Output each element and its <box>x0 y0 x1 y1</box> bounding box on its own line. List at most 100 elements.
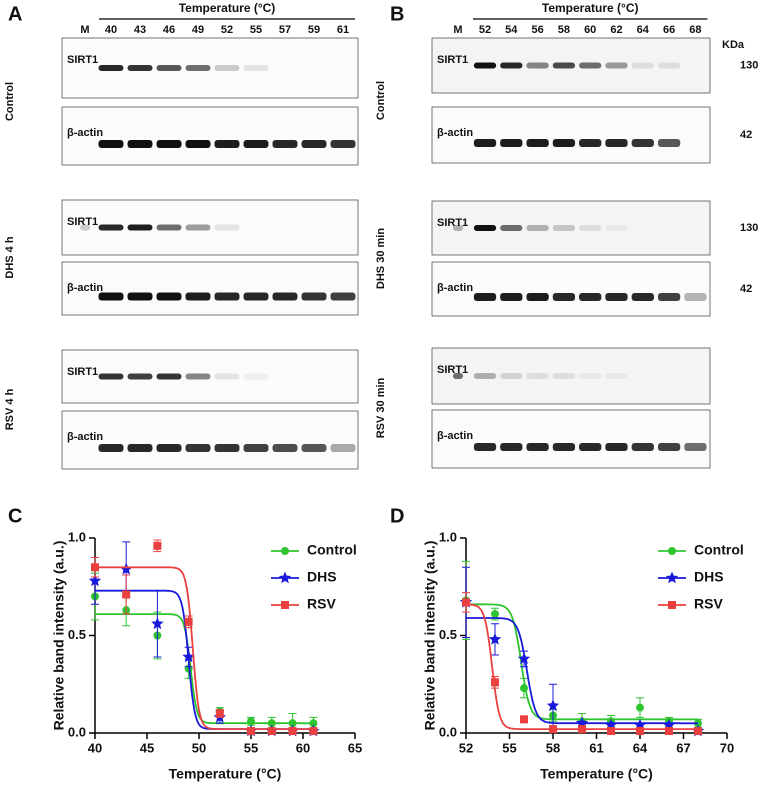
point <box>182 650 195 663</box>
band <box>127 65 153 71</box>
lane-label: 61 <box>337 24 349 36</box>
band <box>301 140 327 148</box>
band <box>657 443 681 451</box>
x-tick-label: 55 <box>502 740 516 755</box>
lane-label: 64 <box>637 24 650 36</box>
lane-label: 46 <box>163 24 175 36</box>
band <box>98 444 124 452</box>
legend-marker <box>281 547 289 555</box>
panel-letter: B <box>390 3 404 25</box>
band <box>526 293 549 301</box>
point <box>267 719 276 728</box>
band <box>98 224 124 231</box>
band <box>579 443 602 451</box>
group-label: DHS 30 min <box>375 228 387 289</box>
band <box>185 292 211 301</box>
x-axis-label: Temperature (°C) <box>540 766 653 782</box>
legend-label: Control <box>694 542 744 558</box>
band <box>98 140 124 148</box>
panel-letter: C <box>8 505 22 527</box>
legend-label: DHS <box>307 569 337 585</box>
band <box>605 139 628 147</box>
band <box>243 292 269 301</box>
point <box>665 727 673 736</box>
band <box>98 65 124 71</box>
point <box>215 709 224 718</box>
band <box>579 373 602 379</box>
lane-label: 52 <box>479 24 491 36</box>
band <box>243 444 269 452</box>
mw-marker: 42 <box>740 283 752 295</box>
band <box>156 140 182 148</box>
point <box>607 727 615 736</box>
band <box>605 293 628 301</box>
band <box>214 373 240 380</box>
point <box>520 715 528 724</box>
point <box>546 699 560 711</box>
band <box>500 225 523 231</box>
point <box>309 727 318 736</box>
group-label: RSV 4 h <box>4 388 16 430</box>
legend-marker <box>665 571 679 584</box>
point <box>120 562 133 575</box>
x-axis-label: Temperature (°C) <box>169 766 282 782</box>
band <box>185 224 211 231</box>
x-tick-label: 61 <box>589 740 603 755</box>
panel-letter: A <box>8 3 22 25</box>
point <box>694 727 702 736</box>
band <box>526 225 549 231</box>
band <box>185 373 211 380</box>
point <box>247 727 255 736</box>
band <box>156 65 182 71</box>
point <box>517 652 531 665</box>
band <box>579 293 602 301</box>
row-label: SIRT1 <box>437 54 468 66</box>
point <box>488 632 502 645</box>
x-tick-label: 65 <box>348 740 362 755</box>
band <box>579 139 602 147</box>
group-label: DHS 4 h <box>4 236 16 278</box>
group-label: Control <box>375 81 387 120</box>
band <box>156 292 182 301</box>
lane-label: 68 <box>689 24 701 36</box>
x-tick-label: 40 <box>88 740 102 755</box>
y-axis-label: Relative band intensity (a.u.) <box>51 541 67 731</box>
band <box>185 65 211 71</box>
fit-curve <box>466 603 698 730</box>
band <box>552 293 576 301</box>
band <box>657 139 681 147</box>
blot-box <box>431 347 711 405</box>
group-label: Control <box>4 82 16 121</box>
mw-marker: 42 <box>740 129 752 141</box>
legend-marker <box>278 571 292 584</box>
x-tick-label: 64 <box>633 740 648 755</box>
band <box>473 373 497 379</box>
band <box>473 443 497 451</box>
lane-label: 55 <box>250 24 262 36</box>
band <box>330 292 356 301</box>
x-tick-label: 70 <box>720 740 734 755</box>
lane-header: Temperature (°C) <box>542 1 639 15</box>
legend-label: DHS <box>694 569 724 585</box>
band <box>214 140 240 148</box>
point <box>88 574 102 587</box>
band <box>500 443 523 451</box>
blot-box <box>61 410 359 470</box>
band <box>127 444 153 452</box>
fit-curve <box>466 603 698 721</box>
lane-label: 43 <box>134 24 146 36</box>
lane-label: M <box>80 24 89 36</box>
band <box>684 293 707 301</box>
band <box>605 62 628 69</box>
band <box>98 292 124 301</box>
unit-label: KDa <box>722 39 745 51</box>
lane-label: 57 <box>279 24 291 36</box>
point <box>91 563 99 572</box>
row-label: SIRT1 <box>67 216 98 228</box>
lane-label: M <box>453 24 462 36</box>
lane-label: 40 <box>105 24 117 36</box>
band <box>579 62 602 69</box>
band <box>330 140 356 148</box>
row-label: SIRT1 <box>437 217 468 229</box>
band <box>301 292 327 301</box>
